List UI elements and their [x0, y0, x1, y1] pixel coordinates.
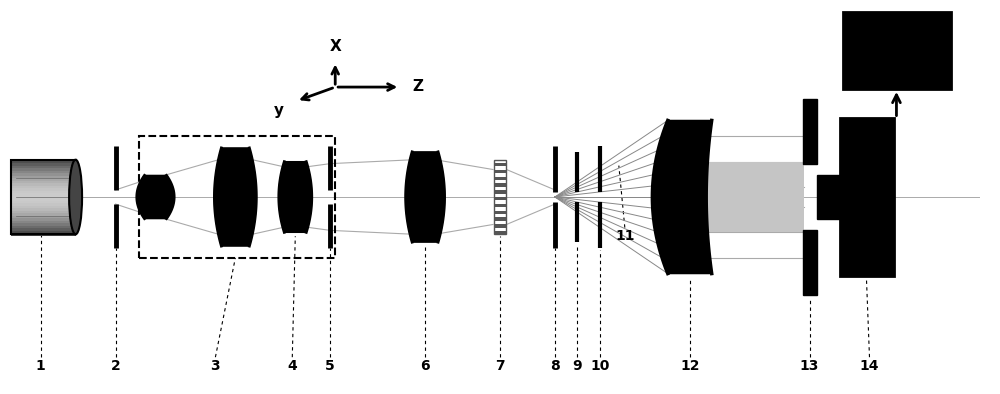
Bar — [840, 119, 894, 275]
Bar — [11, 171, 76, 173]
Polygon shape — [137, 175, 174, 219]
Bar — [704, 162, 804, 232]
Bar — [11, 228, 76, 230]
Text: 10: 10 — [590, 359, 610, 373]
Bar — [11, 198, 76, 201]
Bar — [11, 208, 76, 211]
Text: y: y — [274, 103, 284, 118]
Text: Z: Z — [412, 79, 423, 94]
Bar — [803, 230, 817, 295]
Bar — [11, 188, 76, 191]
Bar — [494, 160, 506, 234]
Bar — [11, 226, 76, 228]
Bar — [494, 197, 506, 201]
Bar — [11, 164, 76, 166]
Text: 7: 7 — [495, 359, 505, 373]
Bar — [11, 216, 76, 218]
Bar — [11, 166, 76, 168]
Bar — [11, 191, 76, 193]
Text: 3: 3 — [211, 359, 220, 373]
Bar — [11, 178, 76, 181]
Polygon shape — [652, 121, 712, 273]
Bar — [11, 176, 76, 178]
Text: 14: 14 — [860, 359, 879, 373]
Polygon shape — [214, 148, 256, 246]
Bar — [803, 99, 817, 164]
Bar — [11, 173, 76, 176]
Bar — [494, 190, 506, 193]
Bar — [11, 186, 76, 188]
Bar — [494, 231, 506, 234]
Bar — [11, 211, 76, 213]
Text: 12: 12 — [680, 359, 699, 373]
Bar — [843, 13, 951, 89]
Polygon shape — [279, 162, 312, 232]
Bar — [11, 196, 76, 198]
Bar — [11, 230, 76, 233]
Bar — [11, 168, 76, 171]
Text: 13: 13 — [800, 359, 819, 373]
Text: 11: 11 — [615, 229, 635, 243]
Bar — [11, 213, 76, 216]
Bar — [494, 204, 506, 207]
Bar — [11, 233, 76, 236]
Ellipse shape — [69, 160, 82, 234]
Bar — [11, 221, 76, 223]
Bar — [11, 203, 76, 206]
Bar — [11, 193, 76, 196]
Text: X: X — [329, 39, 341, 54]
Bar — [11, 161, 76, 164]
Polygon shape — [406, 152, 445, 242]
Bar — [11, 223, 76, 226]
Text: 5: 5 — [325, 359, 335, 373]
Bar — [494, 163, 506, 167]
Bar — [11, 218, 76, 221]
Text: 2: 2 — [111, 359, 120, 373]
Bar — [494, 210, 506, 214]
Bar — [494, 224, 506, 227]
Bar — [11, 201, 76, 203]
Bar — [11, 160, 76, 234]
Text: 8: 8 — [550, 359, 560, 373]
Bar — [494, 177, 506, 180]
Bar — [11, 181, 76, 183]
Text: 6: 6 — [420, 359, 430, 373]
Text: 1: 1 — [36, 359, 46, 373]
Bar — [494, 217, 506, 221]
Bar — [11, 206, 76, 208]
Bar — [494, 170, 506, 173]
Text: 4: 4 — [287, 359, 297, 373]
Text: 15: 15 — [887, 41, 906, 55]
Bar — [494, 184, 506, 187]
Bar — [817, 175, 840, 219]
Text: 9: 9 — [572, 359, 582, 373]
Bar — [139, 136, 335, 258]
Bar — [11, 183, 76, 186]
